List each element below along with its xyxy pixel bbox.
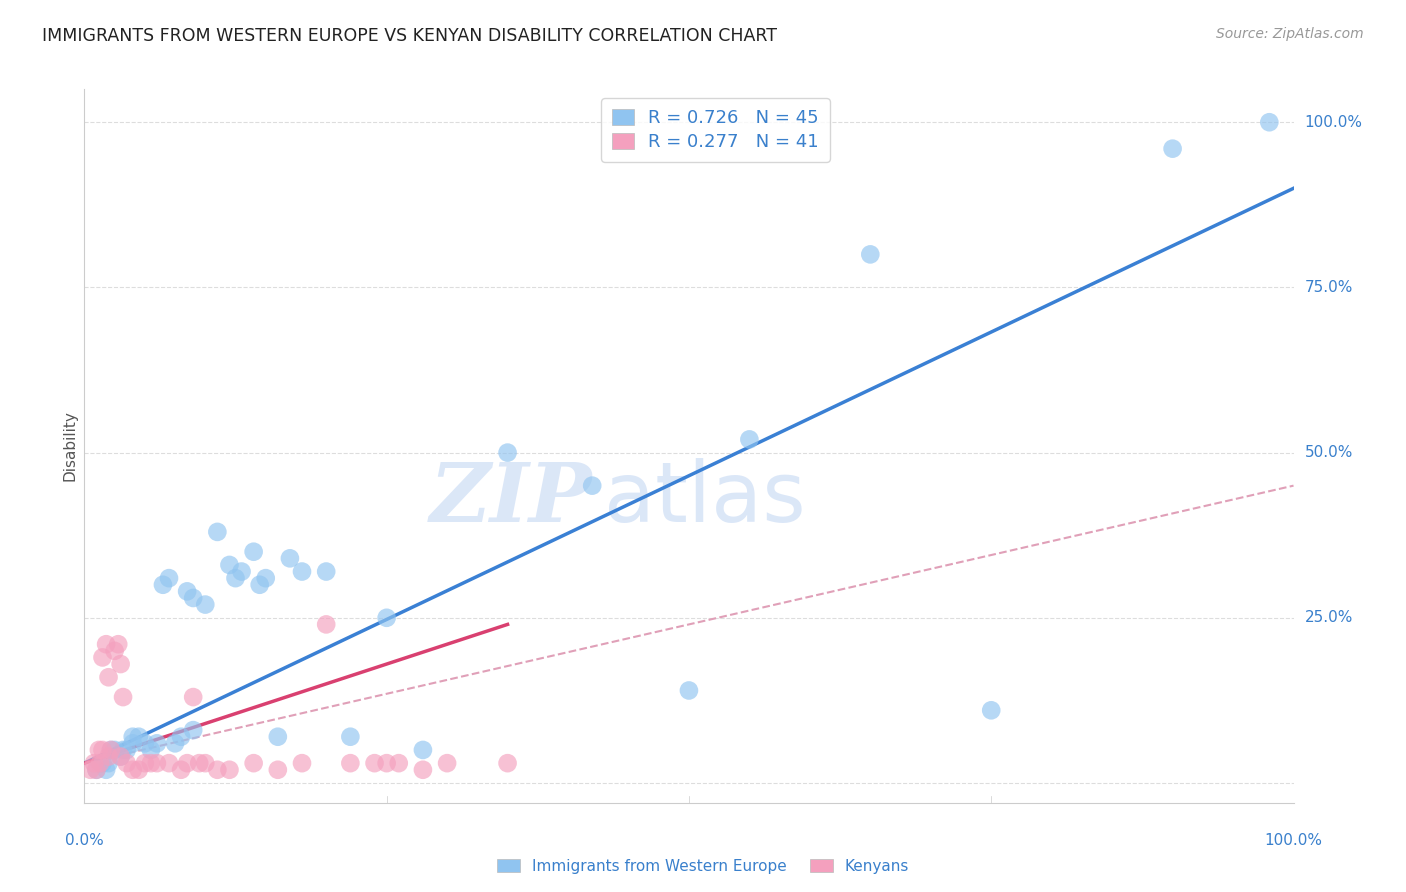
Point <box>339 756 361 771</box>
Y-axis label: Disability: Disability <box>62 410 77 482</box>
Point <box>79 763 101 777</box>
Point <box>89 756 111 771</box>
Point <box>207 524 229 539</box>
Point <box>146 756 169 771</box>
Point <box>128 730 150 744</box>
Point <box>581 478 603 492</box>
Point <box>94 763 117 777</box>
Point <box>100 743 122 757</box>
Point <box>157 756 180 771</box>
Point <box>181 690 204 704</box>
Point <box>112 690 135 704</box>
Point <box>291 756 314 771</box>
Point <box>375 756 398 771</box>
Point <box>100 743 122 757</box>
Point <box>980 703 1002 717</box>
Point <box>1161 142 1184 156</box>
Point <box>267 730 290 744</box>
Point <box>104 743 127 757</box>
Point <box>157 571 180 585</box>
Point <box>194 756 217 771</box>
Point <box>181 591 204 605</box>
Point <box>412 763 434 777</box>
Point <box>91 650 114 665</box>
Point <box>291 565 314 579</box>
Text: 75.0%: 75.0% <box>1305 280 1353 295</box>
Point <box>115 743 138 757</box>
Legend: Immigrants from Western Europe, Kenyans: Immigrants from Western Europe, Kenyans <box>491 853 915 880</box>
Text: 0.0%: 0.0% <box>65 833 104 848</box>
Point <box>91 756 114 771</box>
Point <box>231 565 253 579</box>
Point <box>139 756 162 771</box>
Point <box>254 571 277 585</box>
Point <box>176 584 198 599</box>
Point <box>110 657 132 671</box>
Point <box>134 756 156 771</box>
Text: 25.0%: 25.0% <box>1305 610 1353 625</box>
Point <box>107 637 129 651</box>
Point <box>134 736 156 750</box>
Point <box>91 743 114 757</box>
Text: 100.0%: 100.0% <box>1305 115 1362 129</box>
Point <box>104 644 127 658</box>
Point <box>496 756 519 771</box>
Point <box>152 578 174 592</box>
Point <box>139 743 162 757</box>
Point <box>170 763 193 777</box>
Point <box>363 756 385 771</box>
Point <box>278 551 301 566</box>
Point <box>110 749 132 764</box>
Text: IMMIGRANTS FROM WESTERN EUROPE VS KENYAN DISABILITY CORRELATION CHART: IMMIGRANTS FROM WESTERN EUROPE VS KENYAN… <box>42 27 778 45</box>
Point <box>188 756 211 771</box>
Point <box>97 670 120 684</box>
Point <box>121 730 143 744</box>
Point <box>339 730 361 744</box>
Point <box>86 763 108 777</box>
Point <box>94 637 117 651</box>
Point <box>496 445 519 459</box>
Text: 50.0%: 50.0% <box>1305 445 1353 460</box>
Point <box>242 545 264 559</box>
Point <box>181 723 204 738</box>
Point <box>242 756 264 771</box>
Text: Source: ZipAtlas.com: Source: ZipAtlas.com <box>1216 27 1364 41</box>
Point <box>436 756 458 771</box>
Point <box>115 756 138 771</box>
Point <box>388 756 411 771</box>
Point <box>121 763 143 777</box>
Point <box>218 763 240 777</box>
Point <box>110 749 132 764</box>
Point <box>87 743 110 757</box>
Point <box>170 730 193 744</box>
Point <box>121 736 143 750</box>
Point <box>176 756 198 771</box>
Point <box>315 565 337 579</box>
Text: atlas: atlas <box>605 458 806 540</box>
Point <box>97 749 120 764</box>
Point <box>249 578 271 592</box>
Point <box>86 763 108 777</box>
Text: 100.0%: 100.0% <box>1264 833 1323 848</box>
Point <box>207 763 229 777</box>
Point <box>194 598 217 612</box>
Point <box>678 683 700 698</box>
Point <box>315 617 337 632</box>
Text: ZIP: ZIP <box>430 458 592 539</box>
Point <box>112 743 135 757</box>
Point <box>97 756 120 771</box>
Point <box>225 571 247 585</box>
Point <box>375 611 398 625</box>
Point <box>128 763 150 777</box>
Point <box>859 247 882 261</box>
Legend: R = 0.726   N = 45, R = 0.277   N = 41: R = 0.726 N = 45, R = 0.277 N = 41 <box>602 98 830 161</box>
Point <box>1258 115 1281 129</box>
Point <box>738 433 761 447</box>
Point <box>218 558 240 572</box>
Point <box>165 736 187 750</box>
Point <box>83 756 105 771</box>
Point <box>412 743 434 757</box>
Point <box>146 736 169 750</box>
Point <box>267 763 290 777</box>
